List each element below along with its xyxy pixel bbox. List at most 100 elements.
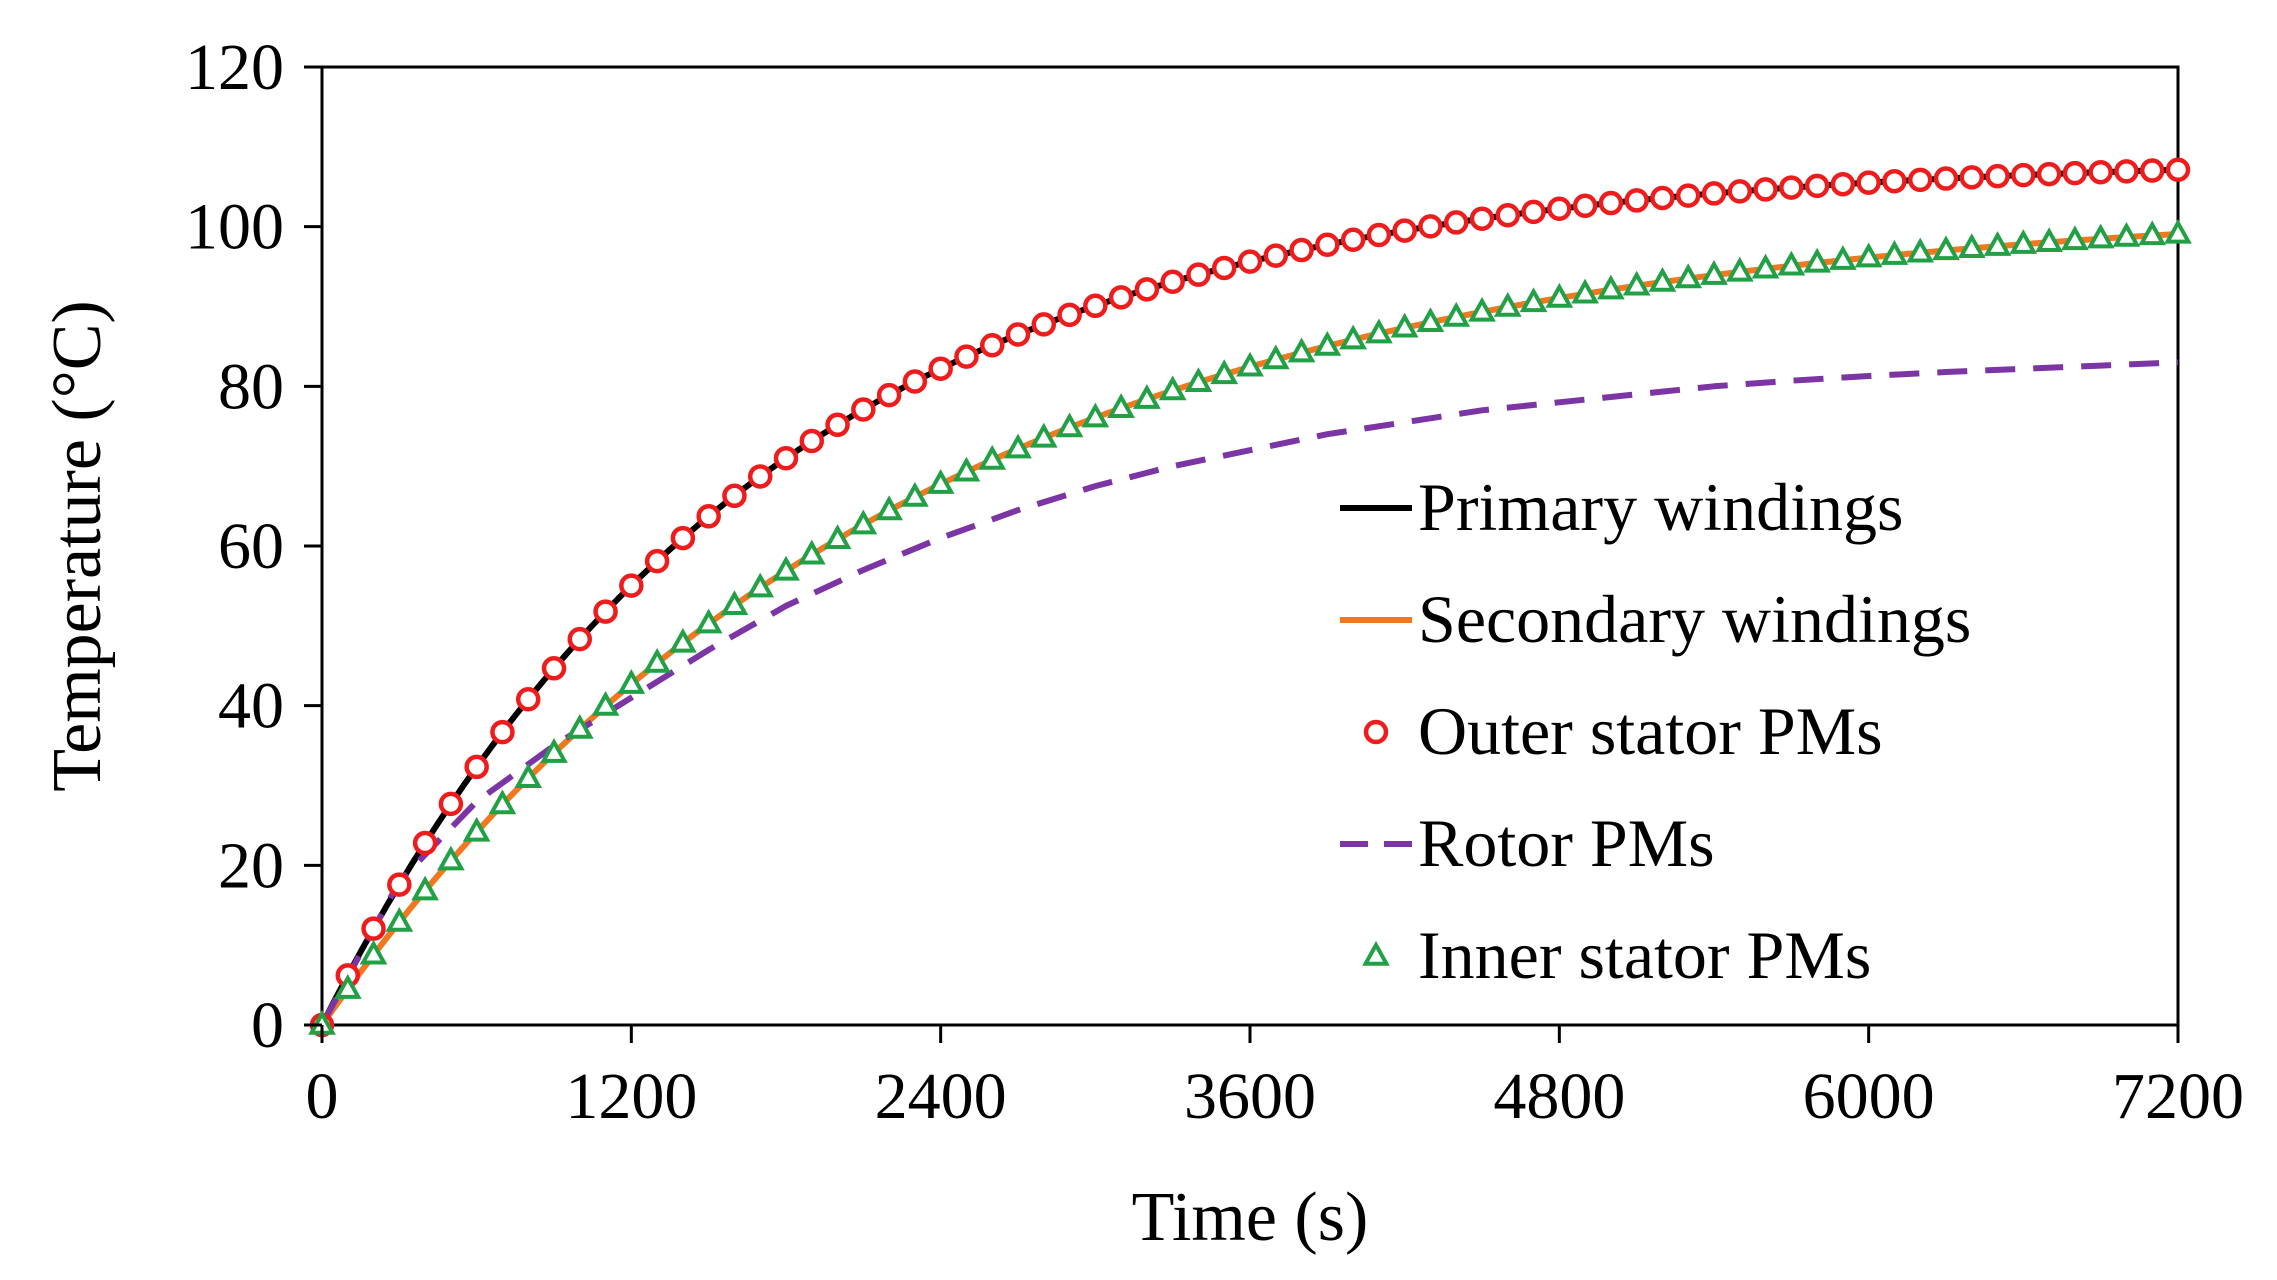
data-point: [1263, 243, 1289, 268]
data-point: [1469, 206, 1495, 231]
data-point: [1004, 433, 1032, 459]
series-markers-outer-stator-pms: [309, 157, 2191, 1038]
data-point: [1727, 179, 1753, 204]
data-point: [1804, 173, 1830, 199]
legend-label: Secondary windings: [1418, 581, 1971, 657]
data-point: [540, 738, 568, 763]
data-point: [2088, 159, 2113, 185]
data-point: [1081, 402, 1110, 428]
data-point: [1906, 237, 1935, 263]
legend-item-rotor-pms: Rotor PMs: [1340, 805, 1715, 881]
data-point: [1907, 167, 1933, 193]
data-point: [902, 369, 928, 394]
data-point: [1108, 285, 1134, 310]
data-point: [1622, 270, 1651, 296]
data-point: [1675, 183, 1701, 208]
legend-item-primary-windings: Primary windings: [1340, 469, 1903, 545]
data-point: [2061, 225, 2089, 251]
data-point: [565, 713, 594, 739]
data-point: [1674, 263, 1703, 289]
data-point: [643, 647, 671, 673]
data-point: [2011, 162, 2036, 188]
data-point: [593, 599, 618, 624]
data-point: [1829, 245, 1857, 270]
data-point: [462, 816, 491, 842]
data-point: [1340, 227, 1366, 252]
data-point: [437, 845, 465, 871]
data-point: [1236, 351, 1264, 377]
data-point: [1571, 278, 1599, 304]
data-point: [799, 428, 825, 454]
data-point: [2036, 161, 2062, 187]
legend-swatch-marker: [1362, 940, 1390, 966]
data-point: [1598, 190, 1624, 216]
data-point: [696, 504, 721, 529]
data-point: [1700, 260, 1728, 285]
data-point: [1261, 344, 1290, 370]
x-tick-label: 2400: [875, 1060, 1007, 1133]
data-point: [1854, 242, 1883, 268]
data-point: [1339, 324, 1367, 350]
legend-label: Outer stator PMs: [1418, 693, 1883, 769]
data-point: [2086, 223, 2115, 249]
data-point: [541, 656, 567, 681]
data-point: [1442, 301, 1471, 327]
data-point: [926, 469, 955, 494]
data-point: [773, 445, 799, 471]
legend: Primary windings Secondary windings Outer …: [1340, 469, 1971, 993]
data-point: [361, 916, 386, 941]
data-point: [412, 830, 438, 856]
plot-border: [320, 65, 2180, 1027]
data-point: [515, 687, 541, 712]
legend-label: Rotor PMs: [1418, 805, 1715, 881]
data-point: [1390, 312, 1419, 338]
data-point: [359, 939, 388, 965]
data-point: [1210, 359, 1239, 385]
data-point: [514, 763, 543, 788]
data-point: [1133, 384, 1161, 409]
data-point: [2164, 218, 2192, 244]
data-point: [954, 344, 979, 369]
x-tick-label: 3600: [1184, 1060, 1316, 1133]
data-point: [617, 669, 646, 694]
data-point: [1237, 249, 1263, 274]
data-point: [1031, 312, 1057, 337]
y-tick-label: 60: [218, 510, 284, 583]
data-point: [438, 791, 464, 817]
data-point: [670, 525, 696, 551]
y-tick-label: 100: [185, 191, 284, 264]
y-tick-label: 40: [218, 670, 284, 743]
data-point: [488, 789, 517, 815]
data-point: [1289, 237, 1314, 263]
data-point: [1029, 422, 1058, 448]
data-point: [2114, 159, 2139, 184]
data-point: [1083, 293, 1108, 319]
data-point: [823, 524, 852, 550]
data-point: [1597, 274, 1625, 300]
data-point: [1519, 287, 1548, 313]
data-point: [1983, 231, 2012, 256]
data-point: [747, 464, 773, 489]
data-point: [1392, 218, 1417, 243]
data-point: [2112, 221, 2141, 247]
series-group: [308, 157, 2192, 1038]
data-point: [1416, 307, 1445, 333]
data-point: [619, 573, 644, 598]
data-point: [1701, 181, 1727, 206]
data-point: [1057, 302, 1082, 328]
data-point: [928, 356, 953, 381]
y-tick-label: 80: [218, 350, 284, 423]
y-axis-title: Temperature (°C): [39, 300, 116, 791]
y-tick-label: 120: [185, 31, 284, 104]
data-point: [2035, 227, 2063, 253]
legend-swatch-marker: [1363, 719, 1389, 745]
data-point: [851, 397, 876, 422]
data-point: [2165, 157, 2191, 183]
data-point: [1055, 412, 1084, 438]
data-point: [2009, 229, 2038, 254]
data-point: [2138, 220, 2167, 246]
data-point: [669, 627, 697, 653]
data-point: [1313, 330, 1342, 356]
data-point: [978, 444, 1007, 470]
